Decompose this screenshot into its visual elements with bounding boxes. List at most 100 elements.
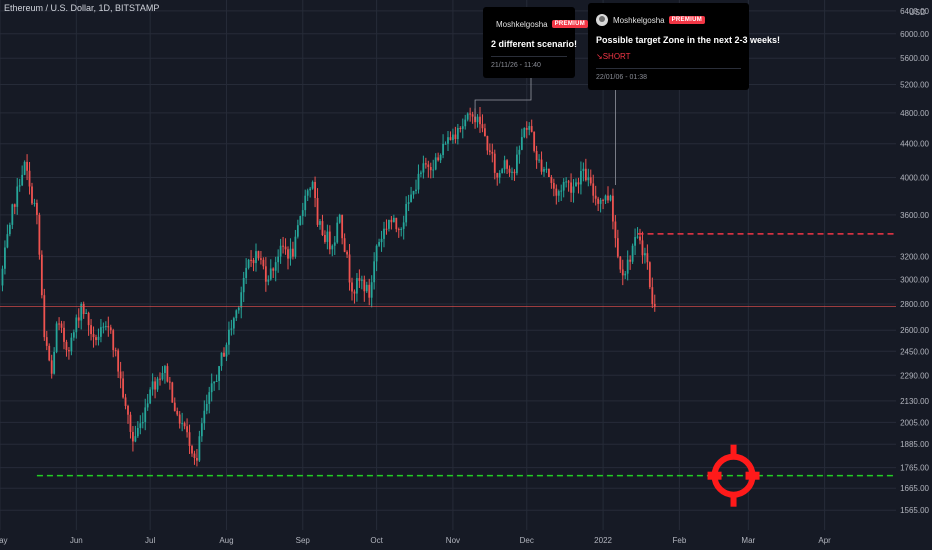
candle-body: [572, 186, 575, 193]
candle-body: [191, 445, 193, 454]
candle-body: [173, 402, 176, 411]
candle-body: [525, 127, 528, 130]
candle-body: [240, 292, 243, 308]
candle-body: [415, 189, 417, 192]
candle-body: [220, 352, 223, 367]
candle-body: [85, 312, 88, 315]
candle-body: [616, 238, 619, 257]
candle-body: [395, 217, 398, 230]
candle-body: [634, 237, 636, 246]
idea-note-scenario[interactable]: Moshkelgosha PREMIUM 2 different scenari…: [483, 7, 589, 78]
candle-body: [26, 161, 28, 171]
candle-body: [38, 214, 41, 255]
candle-body: [1, 268, 4, 286]
price-tick-label: 3600.00: [900, 211, 929, 220]
candle-body: [53, 351, 56, 374]
candle-body: [311, 181, 314, 189]
candle-body: [614, 221, 617, 239]
candle-body: [21, 174, 24, 186]
candle-body: [639, 236, 641, 241]
candle-body: [402, 222, 405, 229]
candle-body: [267, 279, 270, 282]
candle-body: [412, 191, 415, 195]
candle-body: [631, 245, 634, 262]
note-author[interactable]: Moshkelgosha: [496, 19, 548, 29]
candle-body: [316, 197, 319, 225]
note-text: 2 different scenario!: [491, 39, 578, 49]
candle-body: [567, 181, 570, 183]
idea-note-target-zone[interactable]: Moshkelgosha PREMIUM Possible target Zon…: [588, 3, 780, 90]
candle-body: [575, 182, 577, 187]
price-tick-label: 6400.00: [900, 7, 929, 16]
candle-body: [648, 262, 651, 288]
candle-body: [420, 172, 422, 174]
candle-body: [328, 231, 331, 250]
candle-body: [481, 124, 484, 129]
candle-body: [262, 259, 265, 267]
candle-body: [31, 186, 33, 204]
note-header: Moshkelgosha PREMIUM: [596, 11, 741, 29]
candle-body: [493, 153, 496, 173]
candle-body: [353, 291, 356, 294]
candle-body: [117, 350, 120, 372]
target-tick: [730, 444, 737, 459]
target-tick: [707, 471, 722, 480]
candle-body: [279, 245, 282, 257]
candle-body: [587, 177, 590, 181]
candle-body: [168, 381, 171, 383]
candle-body: [114, 350, 117, 352]
scale-unit-label: USD: [909, 8, 926, 17]
candle-body: [210, 383, 213, 393]
candle-body: [63, 327, 65, 342]
candle-body: [358, 278, 361, 281]
candle-body: [589, 177, 592, 184]
time-tick-label: Oct: [370, 536, 383, 545]
candle-body: [594, 195, 597, 199]
candle-body: [324, 234, 326, 242]
candle-body: [520, 137, 523, 150]
note-author[interactable]: Moshkelgosha: [613, 15, 665, 25]
candle-body: [16, 186, 19, 207]
candle-body: [82, 303, 85, 315]
time-tick-label: Sep: [296, 536, 311, 545]
price-tick-label: 1665.00: [900, 484, 929, 493]
candle-body: [624, 273, 627, 276]
price-tick-label: 1765.00: [900, 464, 929, 473]
candle-body: [60, 323, 63, 328]
candle-body: [72, 332, 75, 338]
candle-body: [319, 221, 321, 225]
price-tick-label: 2800.00: [900, 300, 929, 309]
candle-body: [331, 245, 334, 250]
candle-body: [491, 151, 494, 154]
candle-body: [434, 157, 437, 170]
candle-body: [456, 127, 459, 140]
candle-body: [264, 266, 267, 282]
candle-body: [506, 160, 508, 169]
candle-body: [181, 423, 184, 425]
candle-body: [257, 251, 260, 259]
candle-body: [543, 169, 545, 172]
candle-body: [102, 326, 105, 328]
target-tick: [730, 492, 737, 507]
candle-body: [183, 423, 186, 427]
price-tick-label: 2005.00: [900, 418, 929, 427]
price-scale[interactable]: 6400.00 6000.00 5600.00 5200.00 4800.00 4400.…: [896, 0, 932, 550]
candle-body: [237, 307, 240, 311]
candle-body: [373, 261, 376, 283]
symbol-title[interactable]: Ethereum / U.S. Dollar, 1D, BITSTAMP: [4, 3, 160, 13]
candle-body: [149, 389, 152, 404]
time-scale[interactable]: May Jun Jul Aug Sep Oct Nov Dec 2022 Feb Mar Apr: [0, 530, 932, 550]
candle-body: [496, 172, 499, 178]
price-tick-label: 4400.00: [900, 140, 929, 149]
candle-body: [40, 254, 43, 296]
time-tick-label: 2022: [594, 536, 612, 545]
candle-body: [570, 182, 572, 193]
premium-badge: PREMIUM: [668, 16, 706, 24]
candle-body: [427, 164, 430, 168]
candle-body: [545, 168, 548, 170]
candle-body: [390, 219, 393, 223]
candle-body: [124, 397, 127, 406]
candles: [1, 107, 656, 467]
candle-body: [232, 318, 235, 329]
